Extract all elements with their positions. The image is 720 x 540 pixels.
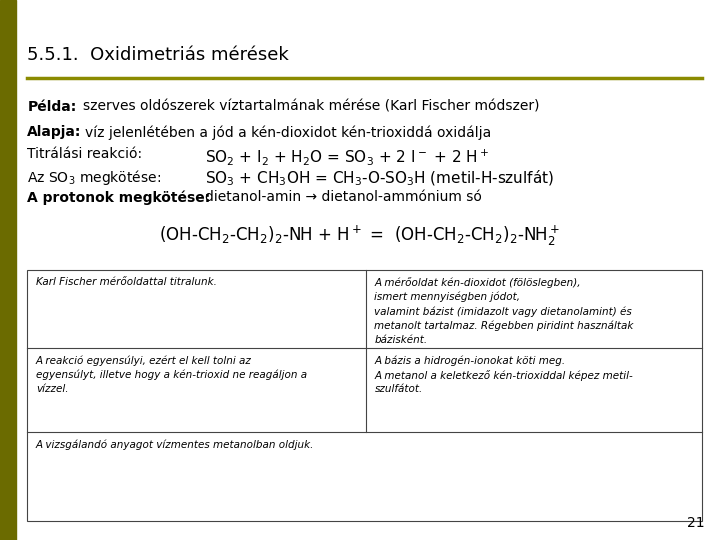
Text: Titrálási reakció:: Titrálási reakció: [27,147,143,161]
Text: dietanol-amin → dietanol-ammónium só: dietanol-amin → dietanol-ammónium só [205,190,482,204]
Bar [27,270,702,521]
Text: A protonok megkötése:: A protonok megkötése: [27,190,211,205]
Text: metanolt tartalmaz. Régebben piridint használtak: metanolt tartalmaz. Régebben piridint ha… [374,321,634,331]
Text: A vizsgálandó anyagot vízmentes metanolban oldjuk.: A vizsgálandó anyagot vízmentes metanolb… [36,439,315,449]
Text: A mérőoldat kén-dioxidot (fölöslegben),: A mérőoldat kén-dioxidot (fölöslegben), [374,277,581,288]
Text: Karl Fischer mérőoldattal titralunk.: Karl Fischer mérőoldattal titralunk. [36,277,217,287]
Text: vízzel.: vízzel. [36,384,68,395]
Bar [0,0,16,540]
Text: SO$_2$ + I$_2$ + H$_2$O = SO$_3$ + 2 I$^-$ + 2 H$^+$: SO$_2$ + I$_2$ + H$_2$O = SO$_3$ + 2 I$^… [205,147,490,167]
Text: Példa:: Példa: [27,100,76,114]
Text: Az SO$_3$ megkötése:: Az SO$_3$ megkötése: [27,168,161,187]
Text: A reakció egyensúlyi, ezért el kell tolni az: A reakció egyensúlyi, ezért el kell toln… [36,355,252,366]
Text: SO$_3$ + CH$_3$OH = CH$_3$-O-SO$_3$H (metil-H-szulfát): SO$_3$ + CH$_3$OH = CH$_3$-O-SO$_3$H (me… [205,168,554,188]
Text: szulfátot.: szulfátot. [374,384,423,395]
Text: valamint bázist (imidazolt vagy dietanolamint) és: valamint bázist (imidazolt vagy dietanol… [374,306,632,316]
Text: (OH-CH$_2$-CH$_2$)$_2$-NH + H$^+$ =  (OH-CH$_2$-CH$_2$)$_2$-NH$_2^+$: (OH-CH$_2$-CH$_2$)$_2$-NH + H$^+$ = (OH-… [159,224,561,248]
Text: szerves oldószerek víztartalmának mérése (Karl Fischer módszer): szerves oldószerek víztartalmának mérése… [83,100,539,114]
Text: 5.5.1.  Oxidimetriás mérések: 5.5.1. Oxidimetriás mérések [27,46,289,64]
Text: egyensúlyt, illetve hogy a kén-trioxid ne reagáljon a: egyensúlyt, illetve hogy a kén-trioxid n… [36,370,307,380]
Text: bázisként.: bázisként. [374,335,428,346]
Text: víz jelenlétében a jód a kén-dioxidot kén-trioxiddá oxidálja: víz jelenlétében a jód a kén-dioxidot ké… [85,125,491,140]
Text: Alapja:: Alapja: [27,125,82,139]
Text: A bázis a hidrogén-ionokat köti meg.: A bázis a hidrogén-ionokat köti meg. [374,355,565,366]
Text: 21: 21 [687,516,704,530]
Text: ismert mennyiségben jódot,: ismert mennyiségben jódot, [374,292,521,302]
Text: A metanol a keletkező kén-trioxiddal képez metil-: A metanol a keletkező kén-trioxiddal kép… [374,370,633,381]
